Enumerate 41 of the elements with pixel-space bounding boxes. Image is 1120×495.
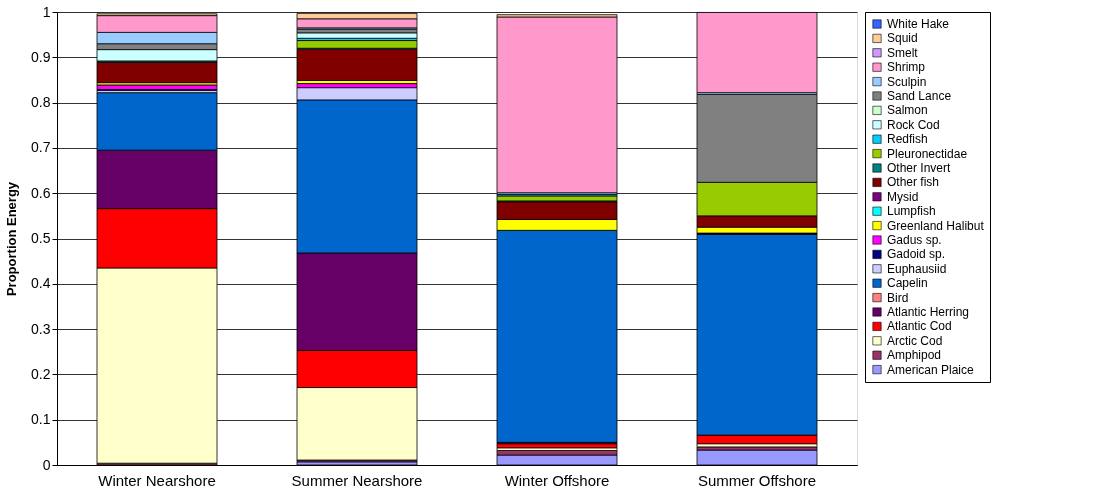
y-tick-label: 0.7 [31, 139, 51, 156]
y-tick-label: 0.5 [31, 230, 51, 246]
legend-label: Smelt [887, 45, 919, 60]
legend-label: Amphipod [887, 348, 942, 363]
legend-label: Mysid [887, 189, 919, 204]
legend-label: American Plaice [887, 362, 975, 377]
legend-label: Atlantic Cod [887, 319, 952, 334]
y-tick-label: 0.9 [31, 48, 51, 65]
legend-label: Pleuronectidae [887, 146, 968, 161]
legend-label: Atlantic Herring [887, 305, 970, 319]
y-tick-label: 1 [42, 3, 51, 20]
legend-label: Gadoid sp. [887, 247, 946, 262]
legend-label: Gadus sp. [887, 233, 942, 247]
legend-label: Greenland Halibut [887, 218, 985, 233]
legend-label: Sand Lance [887, 89, 952, 103]
legend-label: Squid [887, 31, 918, 46]
legend-label: Euphausiid [887, 261, 947, 276]
x-tick-label: Summer Offshore [697, 471, 817, 489]
legend-label: Lumpfish [887, 204, 936, 219]
legend-label: Shrimp [887, 60, 926, 75]
y-tick-label: 0.4 [31, 275, 51, 292]
legend-label: Other fish [887, 175, 940, 190]
legend-label: White Hake [887, 17, 950, 31]
y-tick-label: 0 [42, 456, 51, 473]
y-tick-label: 0.2 [31, 365, 51, 382]
legend-label: Salmon [887, 103, 928, 118]
x-tick-label: Winter Nearshore [98, 471, 216, 489]
y-tick-label: 0.8 [31, 94, 51, 111]
legend-label: Arctic Cod [887, 333, 943, 348]
legend-label: Bird [887, 290, 909, 305]
y-tick-label: 0.6 [31, 184, 51, 201]
y-axis-title: Proportion Energy [4, 181, 20, 297]
y-tick-label: 0.3 [31, 320, 51, 337]
legend-label: Sculpin [887, 74, 927, 89]
legend-label: Redfish [887, 132, 928, 147]
legend-label: Capelin [887, 276, 928, 291]
x-tick-label: Winter Offshore [504, 471, 610, 489]
legend-label: Other Invert [887, 161, 952, 175]
x-tick-label: Summer Nearshore [291, 471, 423, 489]
y-tick-label: 0.1 [31, 411, 51, 428]
legend-label: Rock Cod [887, 117, 940, 132]
